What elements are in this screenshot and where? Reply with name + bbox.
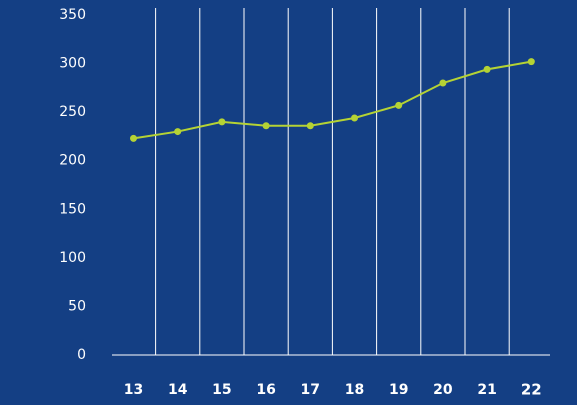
x-tick-label: 20 xyxy=(433,382,453,398)
x-tick-label: 21 xyxy=(477,382,496,398)
data-point xyxy=(351,114,358,122)
x-tick-label: 19 xyxy=(389,382,408,398)
x-tick-label: 22 xyxy=(521,381,542,399)
y-tick-label: 100 xyxy=(59,250,86,266)
y-tick-label: 250 xyxy=(59,104,86,120)
x-tick-label: 13 xyxy=(124,382,143,398)
y-tick-label: 300 xyxy=(59,56,86,72)
data-point xyxy=(262,122,270,130)
data-point xyxy=(395,101,403,109)
y-tick-label: 350 xyxy=(59,7,86,23)
data-point xyxy=(527,58,535,66)
y-tick-label: 50 xyxy=(68,298,86,314)
data-point xyxy=(130,134,137,142)
data-point xyxy=(483,65,491,73)
x-tick-label: 18 xyxy=(345,382,364,398)
data-point xyxy=(174,128,182,136)
y-tick-label: 200 xyxy=(59,153,86,169)
data-line xyxy=(133,60,532,140)
x-tick-label: 15 xyxy=(212,382,231,398)
x-tick-label: 17 xyxy=(301,382,320,398)
data-point xyxy=(439,79,447,87)
data-point xyxy=(306,122,314,130)
x-tick-label: 14 xyxy=(168,382,188,398)
data-point xyxy=(218,118,226,126)
x-tick-label: 16 xyxy=(256,382,275,398)
y-tick-label: 0 xyxy=(77,347,86,363)
y-tick-label: 150 xyxy=(59,201,86,217)
